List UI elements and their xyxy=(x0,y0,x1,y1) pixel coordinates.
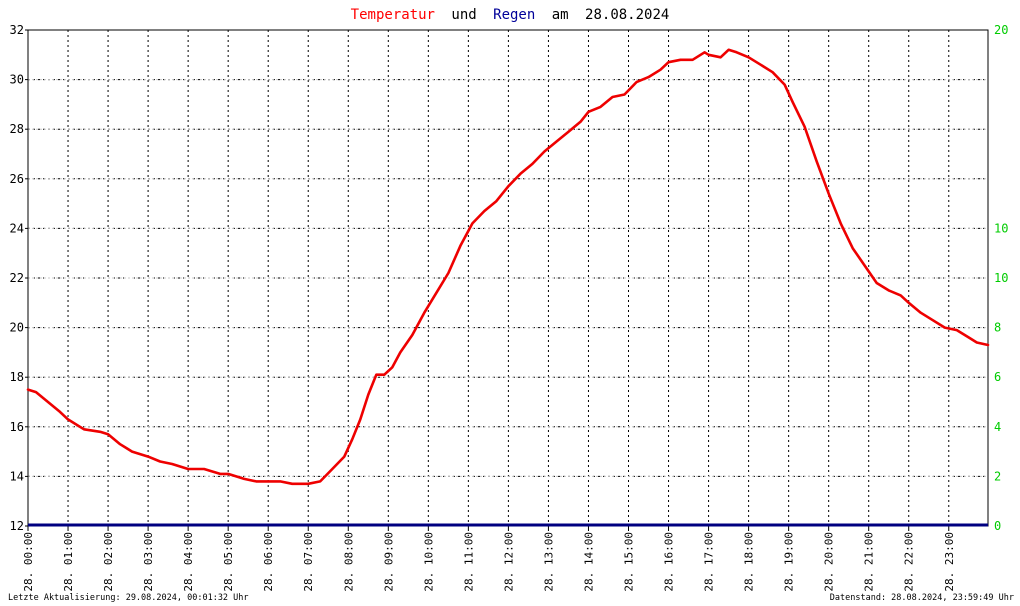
x-tick-label: 28. 20:00 xyxy=(823,532,836,592)
x-tick-label: 28. 13:00 xyxy=(542,532,555,592)
footer-last-update: Letzte Aktualisierung: 29.08.2024, 00:01… xyxy=(8,593,249,603)
x-tick-label: 28. 01:00 xyxy=(62,532,75,592)
x-tick-label: 28. 08:00 xyxy=(342,532,355,592)
title-temperatur: Temperatur xyxy=(351,7,435,23)
title-regen: Regen xyxy=(493,7,535,23)
x-tick-label: 28. 14:00 xyxy=(582,532,595,592)
left-y-tick-label: 12 xyxy=(10,519,24,533)
x-tick-label: 28. 05:00 xyxy=(222,532,235,592)
right-y-tick-label: 6 xyxy=(994,370,1001,384)
left-y-tick-label: 14 xyxy=(10,469,24,483)
x-tick-label: 28. 03:00 xyxy=(142,532,155,592)
x-tick-label: 28. 09:00 xyxy=(382,532,395,592)
x-tick-label: 28. 10:00 xyxy=(422,532,435,592)
right-y-tick-label: 10 xyxy=(994,271,1008,285)
right-y-tick-label: 2 xyxy=(994,469,1001,483)
left-y-tick-label: 16 xyxy=(10,420,24,434)
x-tick-label: 28. 02:00 xyxy=(102,532,115,592)
title-und: und xyxy=(451,7,476,23)
chart-title: Temperatur und Regen am 28.08.2024 xyxy=(351,7,670,23)
x-axis-ticks: 28. 00:00 28. 01:00 28. 02:00 28. 03:00 28. … xyxy=(22,532,956,592)
x-tick-label: 28. 23:00 xyxy=(943,532,956,592)
right-y-tick-label: 0 xyxy=(994,519,1001,533)
x-tick-label: 28. 15:00 xyxy=(623,532,636,592)
left-y-tick-label: 24 xyxy=(10,221,24,235)
axes xyxy=(25,29,989,531)
right-y-tick-label: 20 xyxy=(994,23,1008,37)
x-tick-label: 28. 17:00 xyxy=(703,532,716,592)
rain-grid xyxy=(28,79,988,477)
left-y-axis-ticks: 12 14 16 18 20 22 24 26 28 30 32 xyxy=(10,23,24,533)
title-date: 28.08.2024 xyxy=(585,7,669,23)
left-y-tick-label: 18 xyxy=(10,370,24,384)
series-line-temperatur xyxy=(26,48,990,486)
x-tick-label: 28. 04:00 xyxy=(182,532,195,592)
title-am: am xyxy=(552,7,569,23)
right-y-axis-ticks: 0 2 4 6 8 10 10 20 xyxy=(994,23,1008,533)
left-y-tick-label: 20 xyxy=(10,321,24,335)
x-tick-label: 28. 07:00 xyxy=(302,532,315,592)
x-tick-label: 28. 11:00 xyxy=(462,532,475,592)
x-tick-label: 28. 18:00 xyxy=(743,532,756,592)
x-tick-label: 28. 16:00 xyxy=(663,532,676,592)
left-y-tick-label: 26 xyxy=(10,172,24,186)
footer-data-timestamp: Datenstand: 28.08.2024, 23:59:49 Uhr xyxy=(829,593,1014,603)
x-tick-label: 28. 21:00 xyxy=(863,532,876,592)
left-y-tick-label: 32 xyxy=(10,23,24,37)
right-y-tick-label: 10 xyxy=(994,221,1008,235)
series xyxy=(26,48,990,527)
right-y-tick-label: 4 xyxy=(994,420,1001,434)
left-y-tick-label: 22 xyxy=(10,271,24,285)
x-tick-label: 28. 22:00 xyxy=(903,532,916,592)
x-tick-label: 28. 06:00 xyxy=(262,532,275,592)
right-y-tick-label: 8 xyxy=(994,321,1001,335)
x-tick-label: 28. 00:00 xyxy=(22,532,35,592)
left-y-tick-label: 30 xyxy=(10,73,24,87)
x-tick-label: 28. 12:00 xyxy=(502,532,515,592)
left-y-tick-label: 28 xyxy=(10,122,24,136)
x-tick-label: 28. 19:00 xyxy=(783,532,796,592)
